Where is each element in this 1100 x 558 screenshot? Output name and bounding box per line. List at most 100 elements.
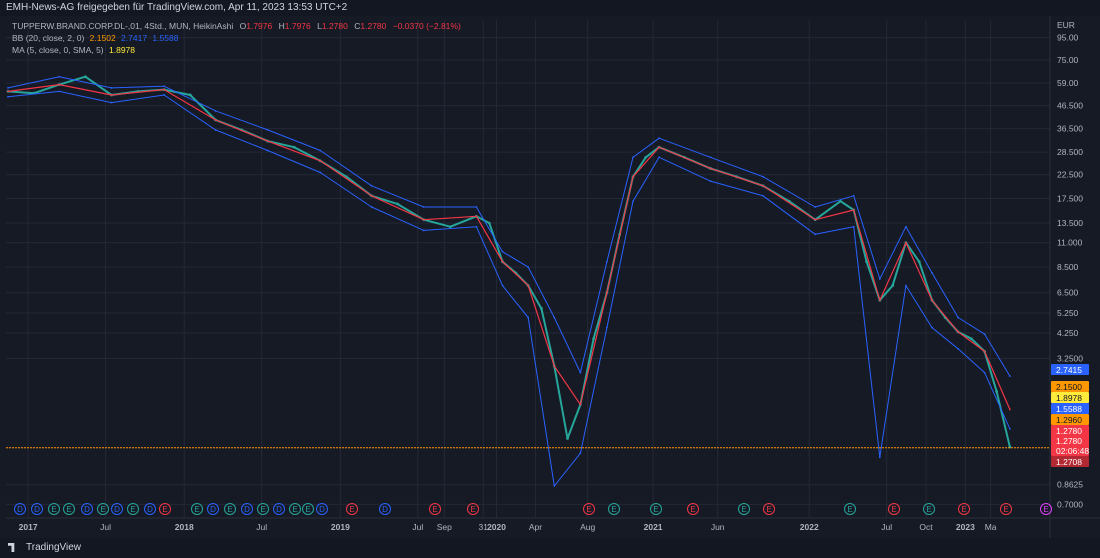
data-point: [852, 194, 855, 197]
event-marker[interactable]: [583, 503, 595, 515]
event-label[interactable]: E: [51, 505, 56, 514]
tradingview-logo[interactable]: TradingView: [8, 542, 81, 553]
event-marker[interactable]: [316, 503, 328, 515]
event-label[interactable]: D: [114, 505, 120, 514]
event-label[interactable]: D: [244, 505, 250, 514]
event-marker[interactable]: [467, 503, 479, 515]
data-point: [7, 87, 9, 89]
event-label[interactable]: E: [66, 505, 71, 514]
event-marker[interactable]: [687, 503, 699, 515]
x-tick-label: Aug: [580, 522, 595, 532]
event-label[interactable]: E: [349, 505, 354, 514]
event-label[interactable]: D: [210, 505, 216, 514]
price-label: 1.8978: [1056, 393, 1082, 403]
event-marker[interactable]: [159, 503, 171, 515]
data-point: [839, 199, 842, 203]
event-marker[interactable]: [289, 503, 301, 515]
data-point: [709, 156, 712, 159]
event-marker[interactable]: [738, 503, 750, 515]
event-marker[interactable]: [1040, 503, 1052, 515]
data-point: [475, 225, 478, 228]
data-point: [983, 350, 986, 353]
event-marker[interactable]: [111, 503, 123, 515]
chart-panel[interactable]: 95.00 75.00 59.00 46.500 36.500 28.500 22.500 1…: [0, 16, 1100, 538]
event-marker[interactable]: [241, 503, 253, 515]
event-marker[interactable]: [346, 503, 358, 515]
data-point: [188, 93, 192, 97]
event-label[interactable]: E: [162, 505, 167, 514]
event-marker[interactable]: [127, 503, 139, 515]
event-label[interactable]: D: [84, 505, 90, 514]
event-label[interactable]: D: [17, 505, 23, 514]
price-label-box: [1051, 403, 1089, 414]
event-marker[interactable]: [273, 503, 285, 515]
price-chart[interactable]: 95.00 75.00 59.00 46.500 36.500 28.500 22.500 1…: [0, 16, 1100, 538]
event-marker[interactable]: [257, 503, 269, 515]
event-marker[interactable]: [97, 503, 109, 515]
event-label[interactable]: E: [961, 505, 966, 514]
event-marker[interactable]: [958, 503, 970, 515]
y-tick-label: 4.250: [1057, 328, 1079, 338]
event-marker[interactable]: [302, 503, 314, 515]
event-label[interactable]: E: [432, 505, 437, 514]
symbol-label: TUPPERW.BRAND.CORP.DL-,01, 4Std., MUN, H…: [12, 21, 234, 31]
event-label[interactable]: E: [305, 505, 310, 514]
event-label[interactable]: E: [926, 505, 931, 514]
event-marker[interactable]: [923, 503, 935, 515]
event-label[interactable]: E: [1043, 505, 1048, 514]
data-point: [110, 101, 113, 104]
event-label[interactable]: E: [227, 505, 232, 514]
bb-row: BB (20, close, 2, 0) 2.1502 2.7417 1.558…: [12, 32, 461, 44]
event-label[interactable]: E: [586, 505, 591, 514]
event-label[interactable]: D: [382, 505, 388, 514]
brand-label: TradingView: [26, 542, 82, 553]
event-label[interactable]: E: [611, 505, 616, 514]
change-value: −0.0370 (−2.81%): [392, 21, 461, 31]
event-marker[interactable]: [31, 503, 43, 515]
event-marker[interactable]: [650, 503, 662, 515]
event-marker[interactable]: [191, 503, 203, 515]
event-label[interactable]: E: [292, 505, 297, 514]
data-point: [422, 229, 425, 232]
currency-label: EUR: [1057, 20, 1075, 30]
event-label[interactable]: E: [100, 505, 105, 514]
event-marker[interactable]: [144, 503, 156, 515]
price-label-box: [1051, 435, 1089, 446]
event-marker[interactable]: [429, 503, 441, 515]
event-label[interactable]: D: [34, 505, 40, 514]
data-point: [370, 194, 373, 197]
event-label[interactable]: E: [653, 505, 658, 514]
data-point: [527, 316, 530, 319]
event-label[interactable]: E: [1003, 505, 1008, 514]
event-marker[interactable]: [14, 503, 26, 515]
event-marker[interactable]: [1000, 503, 1012, 515]
event-marker[interactable]: [844, 503, 856, 515]
event-label[interactable]: E: [690, 505, 695, 514]
event-marker[interactable]: [888, 503, 900, 515]
event-label[interactable]: E: [741, 505, 746, 514]
event-marker[interactable]: [207, 503, 219, 515]
price-label-box: [1051, 392, 1089, 403]
c-label: C: [354, 21, 361, 31]
price-label-box: [1051, 381, 1089, 392]
event-label[interactable]: E: [130, 505, 135, 514]
event-label[interactable]: E: [470, 505, 475, 514]
event-label[interactable]: E: [194, 505, 199, 514]
event-label[interactable]: D: [276, 505, 282, 514]
event-marker[interactable]: [81, 503, 93, 515]
data-point: [957, 316, 959, 319]
event-label[interactable]: E: [847, 505, 852, 514]
event-marker[interactable]: [763, 503, 775, 515]
price-label: 1.2780: [1056, 436, 1082, 446]
event-label[interactable]: E: [260, 505, 265, 514]
event-marker[interactable]: [224, 503, 236, 515]
event-marker[interactable]: [48, 503, 60, 515]
event-marker[interactable]: [63, 503, 75, 515]
event-marker[interactable]: [379, 503, 391, 515]
event-label[interactable]: E: [766, 505, 771, 514]
event-marker[interactable]: [608, 503, 620, 515]
event-label[interactable]: E: [891, 505, 896, 514]
event-label[interactable]: D: [319, 505, 325, 514]
event-label[interactable]: D: [147, 505, 153, 514]
x-tick-label: Jun: [711, 522, 725, 532]
